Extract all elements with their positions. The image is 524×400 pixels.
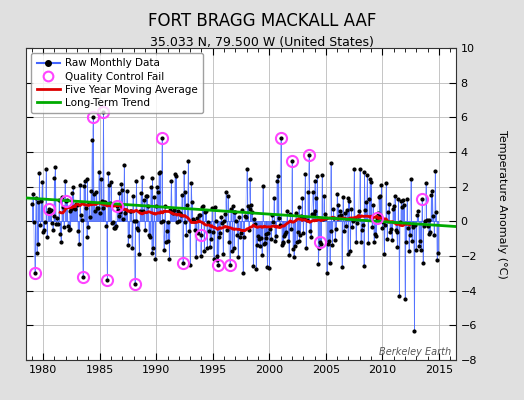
Text: FORT BRAGG MACKALL AAF: FORT BRAGG MACKALL AAF bbox=[148, 12, 376, 30]
Legend: Raw Monthly Data, Quality Control Fail, Five Year Moving Average, Long-Term Tren: Raw Monthly Data, Quality Control Fail, … bbox=[31, 53, 203, 113]
Y-axis label: Temperature Anomaly (°C): Temperature Anomaly (°C) bbox=[497, 130, 507, 278]
Text: Berkeley Earth: Berkeley Earth bbox=[379, 347, 452, 357]
Text: 35.033 N, 79.500 W (United States): 35.033 N, 79.500 W (United States) bbox=[150, 36, 374, 49]
